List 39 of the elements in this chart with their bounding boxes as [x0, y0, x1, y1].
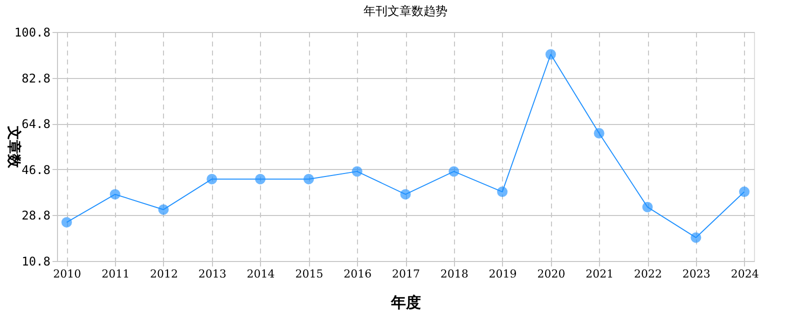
- x-tick-label: 2018: [440, 268, 468, 280]
- x-tick-label: 2023: [682, 268, 710, 280]
- x-tick-label: 2012: [150, 268, 178, 280]
- x-tick-label: 2015: [295, 268, 324, 280]
- point: [545, 49, 556, 60]
- point: [110, 189, 120, 200]
- point: [739, 186, 750, 198]
- x-tick-label: 2022: [634, 268, 662, 280]
- point: [594, 128, 604, 139]
- point: [400, 189, 411, 200]
- x-tick-label: 2011: [102, 268, 130, 280]
- point: [206, 174, 218, 184]
- point: [642, 202, 653, 212]
- y-tick-label: 46.8: [22, 162, 50, 177]
- point: [61, 217, 72, 228]
- point: [158, 204, 169, 215]
- x-tick-label: 2021: [586, 268, 614, 280]
- x-axis-title: 年度: [390, 294, 421, 312]
- point: [448, 166, 460, 177]
- y-tick-label: 82.8: [22, 71, 50, 86]
- x-tick-label: 2013: [198, 268, 226, 280]
- y-tick-label: 100.8: [14, 26, 50, 40]
- chart-title: 年刊文章数趋势: [364, 4, 448, 18]
- x-tick-label: 2010: [53, 268, 82, 280]
- x-tick-label: 2020: [537, 268, 566, 280]
- x-tick-label: 2014: [246, 268, 275, 280]
- point: [690, 232, 702, 243]
- point: [303, 174, 314, 184]
- x-tick-label: 2017: [392, 268, 420, 280]
- x-tick-label: 2019: [488, 268, 517, 280]
- y-axis-title: 文章数: [5, 125, 22, 169]
- point: [497, 186, 508, 198]
- point: [255, 174, 266, 184]
- point: [352, 166, 362, 177]
- y-tick-label: 64.8: [22, 117, 50, 132]
- y-tick-label: 28.8: [22, 208, 50, 223]
- x-tick-label: 2016: [344, 268, 372, 280]
- y-tick-label: 10.8: [22, 254, 50, 268]
- x-tick-label: 2024: [730, 268, 759, 280]
